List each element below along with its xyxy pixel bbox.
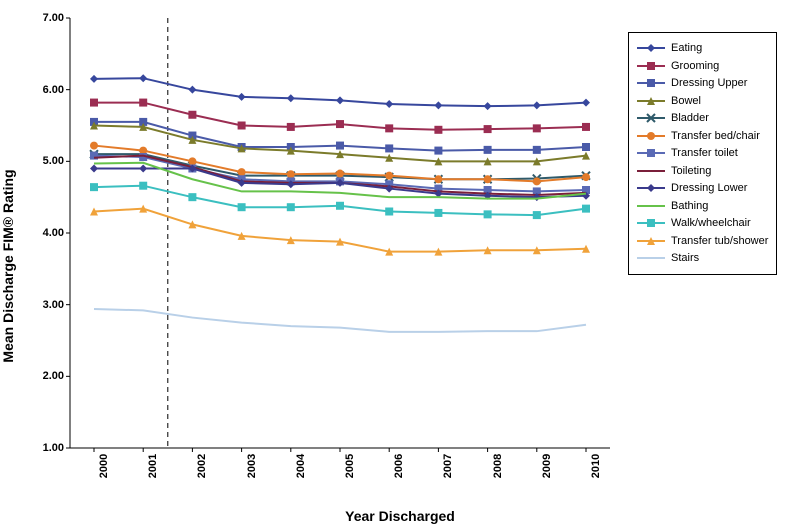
legend-item: Walk/wheelchair (637, 215, 768, 232)
legend: EatingGroomingDressing UpperBowelBladder… (628, 32, 777, 275)
legend-item: Transfer tub/shower (637, 233, 768, 250)
legend-label: Bladder (671, 110, 709, 127)
legend-label: Eating (671, 40, 702, 57)
x-axis-title: Year Discharged (345, 508, 455, 524)
x-tick-label: 2008 (488, 454, 504, 478)
legend-swatch (637, 112, 665, 124)
legend-swatch (637, 217, 665, 229)
legend-label: Transfer toilet (671, 145, 738, 162)
x-tick-label: 2003 (242, 454, 258, 478)
y-axis-title: Mean Discharge FIM® Rating (0, 169, 16, 362)
legend-item: Dressing Lower (637, 180, 768, 197)
legend-label: Walk/wheelchair (671, 215, 751, 232)
plot-svg (70, 18, 610, 448)
x-tick-label: 2004 (291, 454, 307, 478)
legend-item: Grooming (637, 58, 768, 75)
x-tick-label: 2006 (389, 454, 405, 478)
legend-item: Stairs (637, 250, 768, 267)
line-chart: Mean Discharge FIM® Rating Year Discharg… (0, 0, 800, 532)
legend-swatch (637, 77, 665, 89)
legend-item: Transfer bed/chair (637, 128, 768, 145)
x-tick-label: 2000 (94, 454, 110, 478)
plot-area: 1.002.003.004.005.006.007.00200020012002… (70, 18, 610, 448)
y-tick-label: 1.00 (43, 442, 70, 454)
legend-label: Grooming (671, 58, 719, 75)
legend-item: Toileting (637, 163, 768, 180)
legend-item: Bladder (637, 110, 768, 127)
x-tick-label: 2007 (438, 454, 454, 478)
legend-label: Dressing Lower (671, 180, 747, 197)
legend-swatch (637, 235, 665, 247)
legend-swatch (637, 130, 665, 142)
y-tick-label: 7.00 (43, 12, 70, 24)
legend-swatch (637, 182, 665, 194)
legend-label: Transfer tub/shower (671, 233, 768, 250)
legend-label: Stairs (671, 250, 699, 267)
legend-swatch (637, 165, 665, 177)
y-tick-label: 2.00 (43, 370, 70, 382)
legend-item: Bathing (637, 198, 768, 215)
y-tick-label: 6.00 (43, 84, 70, 96)
y-tick-label: 3.00 (43, 299, 70, 311)
legend-item: Transfer toilet (637, 145, 768, 162)
x-tick-label: 2010 (586, 454, 602, 478)
legend-swatch (637, 147, 665, 159)
x-tick-label: 2005 (340, 454, 356, 478)
x-tick-label: 2001 (143, 454, 159, 478)
legend-swatch (637, 252, 665, 264)
legend-swatch (637, 42, 665, 54)
x-tick-label: 2002 (192, 454, 208, 478)
legend-label: Dressing Upper (671, 75, 747, 92)
legend-item: Eating (637, 40, 768, 57)
y-tick-label: 5.00 (43, 155, 70, 167)
legend-swatch (637, 60, 665, 72)
legend-item: Dressing Upper (637, 75, 768, 92)
legend-swatch (637, 95, 665, 107)
legend-label: Bowel (671, 93, 701, 110)
x-tick-label: 2009 (537, 454, 553, 478)
legend-label: Toileting (671, 163, 711, 180)
legend-label: Bathing (671, 198, 708, 215)
legend-swatch (637, 200, 665, 212)
legend-item: Bowel (637, 93, 768, 110)
y-tick-label: 4.00 (43, 227, 70, 239)
legend-label: Transfer bed/chair (671, 128, 760, 145)
